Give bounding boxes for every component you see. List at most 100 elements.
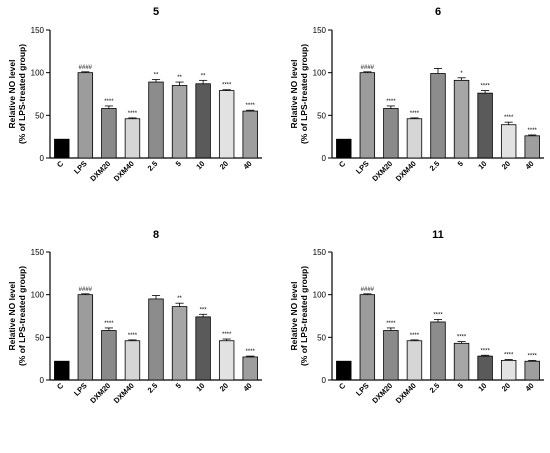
y-tick-label: 150 [313,26,327,35]
bar-C [54,360,70,381]
chart-panel-1: 5 Relative NO level(% of LPS-treated grou… [7,6,262,183]
x-tick-label: 5 [456,159,465,168]
bar-5 [453,342,470,381]
significance-label: #### [361,65,375,71]
y-tick-label: 50 [317,333,326,342]
bar-DXM20 [101,108,117,159]
significance-label: **** [433,312,443,318]
x-tick-label: 40 [523,159,535,171]
panel-title: 8 [153,229,159,241]
x-tick-label: 40 [523,381,535,393]
bar-10 [195,316,211,381]
significance-label: **** [504,115,514,121]
significance-label: ** [177,296,182,302]
significance-label: #### [79,287,93,293]
x-tick-label: 20 [218,381,230,393]
significance-label: ** [154,72,159,78]
x-tick-label: 40 [241,159,253,171]
significance-label: **** [222,83,232,89]
x-tick-label: DXM20 [370,159,394,183]
x-tick-label: DXM40 [112,159,136,183]
y-tick-label: 50 [35,111,44,120]
significance-label: #### [79,65,93,71]
x-tick-label: C [55,159,66,170]
x-tick-label: 5 [174,381,183,390]
significance-label: **** [386,321,396,327]
x-tick-label: C [337,159,348,170]
bar-2.5 [148,298,164,381]
y-axis-label-line: (% of LPS-treated group) [299,44,309,144]
chart-panel-4: 11 Relative NO level(% of LPS-treated gro… [289,229,544,405]
y-axis-label: Relative NO level(% of LPS-treated group… [289,44,309,144]
significance-label: **** [246,103,256,109]
bar-20 [500,124,517,159]
y-tick-label: 100 [313,69,327,78]
significance-label: ** [201,73,206,79]
bar-DXM40 [124,340,141,381]
panel-title: 5 [153,6,159,18]
y-axis-label: Relative NO level(% of LPS-treated group… [289,266,309,366]
bar-C [54,138,70,159]
significance-label: **** [480,84,490,90]
bar-DXM40 [124,118,141,159]
significance-label: **** [504,353,514,359]
significance-label: **** [480,348,490,354]
bar-40 [524,135,540,159]
significance-label: **** [128,333,138,339]
x-tick-label: LPS [354,381,371,398]
significance-label: **** [410,111,420,117]
significance-label: ** [177,75,182,81]
y-axis-label-line: (% of LPS-treated group) [299,266,309,366]
x-tick-label: DXM40 [394,381,418,405]
significance-label: **** [528,353,538,359]
bar-10 [195,83,211,159]
significance-label: **** [104,321,114,327]
bar-DXM20 [383,108,399,159]
y-tick-label: 100 [31,291,45,300]
bar-DXM20 [383,330,399,381]
bar-40 [524,360,540,381]
x-tick-label: 20 [500,159,512,171]
x-tick-label: 20 [500,381,512,393]
significance-label: **** [457,335,467,341]
x-tick-label: 2.5 [428,381,442,395]
bar-20 [500,359,517,381]
y-axis-label-line: Relative NO level [289,60,299,129]
x-tick-label: 5 [456,381,465,390]
y-axis-label-line: (% of LPS-treated group) [17,44,27,144]
bar-20 [218,340,235,381]
y-tick-label: 100 [313,291,327,300]
significance-label: **** [528,128,538,134]
y-tick-label: 50 [35,333,44,342]
y-axis-label: Relative NO level(% of LPS-treated group… [7,44,27,144]
bar-5 [453,79,470,159]
bar-DXM20 [101,330,117,381]
y-tick-label: 150 [313,248,327,257]
chart-panel-2: 6 Relative NO level(% of LPS-treated grou… [289,6,544,183]
y-tick-label: 50 [317,111,326,120]
x-tick-label: DXM40 [112,381,136,405]
x-tick-label: 10 [476,381,488,393]
x-tick-label: 40 [241,381,253,393]
bar-5 [171,306,188,381]
significance-label: **** [128,111,138,117]
bar-LPS [359,72,376,159]
significance-label: **** [246,349,256,355]
y-tick-label: 0 [40,154,45,163]
x-tick-label: 10 [194,381,206,393]
bar-10 [477,92,493,159]
significance-label: *** [200,307,208,313]
x-tick-label: 20 [218,159,230,171]
bar-20 [218,90,235,159]
x-tick-label: DXM20 [88,159,112,183]
bar-LPS [77,72,94,159]
y-axis-label-line: (% of LPS-treated group) [17,266,27,366]
x-tick-label: 10 [194,159,206,171]
significance-label: **** [386,99,396,105]
bar-2.5 [430,321,446,381]
bar-C [336,138,352,159]
bar-DXM40 [406,118,423,159]
y-tick-label: 0 [322,154,327,163]
